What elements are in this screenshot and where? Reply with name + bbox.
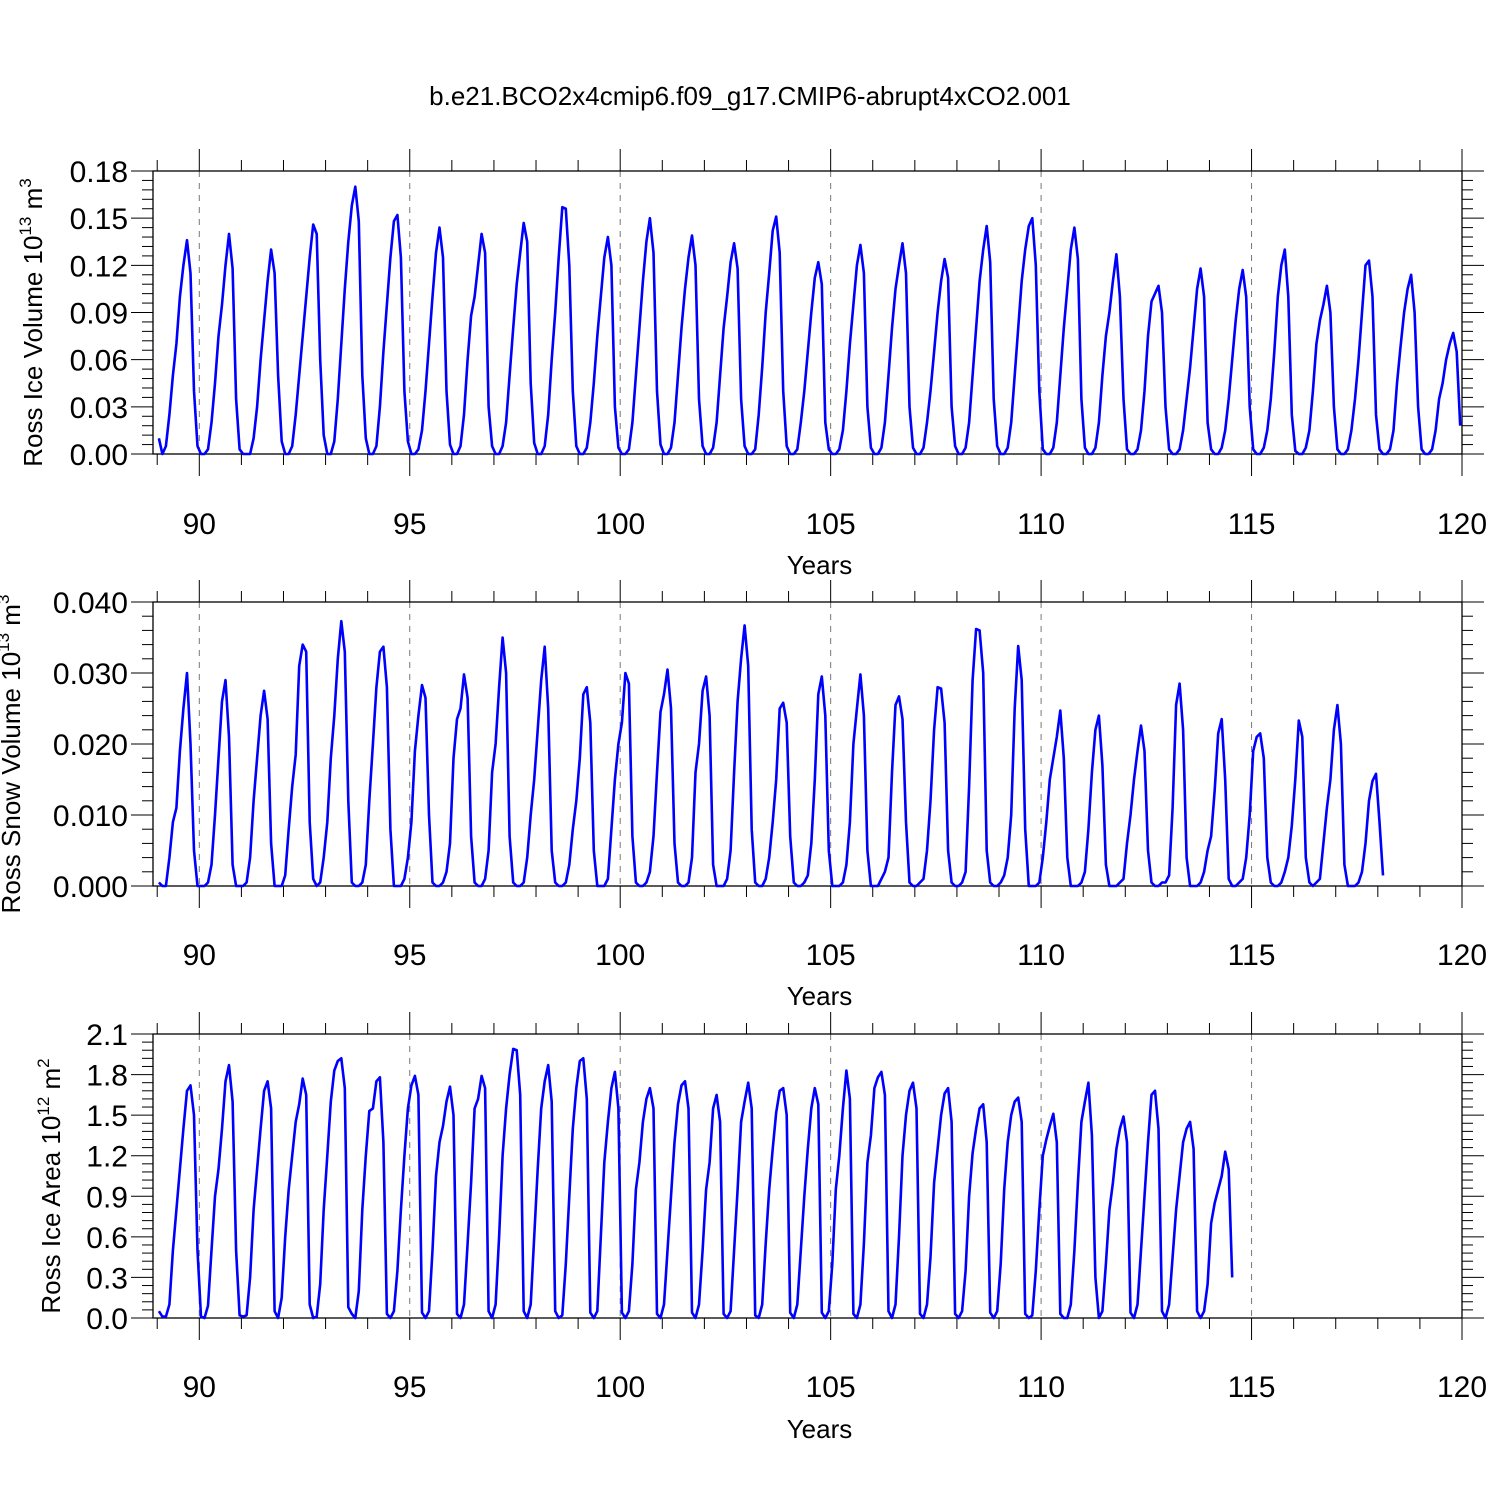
x-tick-label: 120 <box>1437 1371 1487 1404</box>
x-tick-label: 100 <box>595 1371 645 1404</box>
y-tick-label: 0.0 <box>86 1303 128 1336</box>
x-tick-label: 110 <box>1017 1371 1065 1404</box>
y-tick-label: 1.5 <box>86 1100 128 1133</box>
x-tick-label: 115 <box>1228 508 1276 541</box>
y-axis-title-unit: m <box>0 604 26 633</box>
y-axis-title-unit: m <box>36 1068 66 1097</box>
y-tick-label: 0.18 <box>70 156 128 189</box>
y-axis-title: Ross Ice Volume 1013 m3 <box>16 178 48 467</box>
x-tick-label: 110 <box>1017 939 1065 972</box>
y-axis-title-exponent: 13 <box>16 217 35 236</box>
plot-frame <box>152 170 1463 455</box>
y-tick-label: 0.9 <box>86 1181 128 1214</box>
x-tick-label: 115 <box>1228 939 1276 972</box>
series-line <box>157 1047 1234 1320</box>
x-tick-label: 105 <box>806 1371 856 1404</box>
y-tick-label: 1.2 <box>86 1141 128 1174</box>
y-tick-label: 0.00 <box>70 439 128 472</box>
x-tick-label: 90 <box>183 508 216 541</box>
y-axis-title-text: Ross Snow Volume 10 <box>0 652 26 914</box>
y-tick-label: 2.1 <box>86 1019 128 1052</box>
y-tick-label: 0.6 <box>86 1222 128 1255</box>
y-axis-title-unit: m <box>18 188 48 217</box>
y-tick-label: 0.020 <box>53 729 128 762</box>
x-axis-title: Years <box>787 550 853 580</box>
y-axis-title-text: Ross Ice Area 10 <box>36 1116 66 1314</box>
y-tick-label: 0.030 <box>53 658 128 691</box>
plot-frame <box>152 1033 1463 1319</box>
y-tick-label: 0.000 <box>53 871 128 904</box>
y-tick-label: 0.03 <box>70 392 128 425</box>
y-axis-title-exponent: 12 <box>34 1097 53 1116</box>
y-axis-title-unit-exponent: 2 <box>34 1058 53 1067</box>
y-tick-label: 0.010 <box>53 800 128 833</box>
x-tick-label: 115 <box>1228 1371 1276 1404</box>
x-tick-label: 95 <box>393 939 426 972</box>
y-tick-label: 1.8 <box>86 1060 128 1093</box>
y-axis-title-exponent: 13 <box>0 633 13 652</box>
x-axis-title: Years <box>787 1414 853 1444</box>
x-tick-label: 120 <box>1437 939 1487 972</box>
y-tick-label: 0.12 <box>70 250 128 283</box>
x-tick-label: 120 <box>1437 508 1487 541</box>
y-axis-title: Ross Snow Volume 1013 m3 <box>0 595 26 914</box>
x-tick-label: 90 <box>183 1371 216 1404</box>
x-tick-label: 95 <box>393 508 426 541</box>
panel-3: 90 95 100 105 110 115 120 Years 0.0 0.3 0.6 0.9 1.2 1… <box>34 1012 1487 1444</box>
x-tick-label: 90 <box>183 939 216 972</box>
panel-1: 90 95 100 105 110 115 120 Years 0.00 0.03 0.06 0.09… <box>16 149 1487 580</box>
y-tick-label: 0.040 <box>53 587 128 620</box>
x-tick-label: 100 <box>595 508 645 541</box>
y-tick-label: 0.15 <box>70 203 128 236</box>
x-tick-label: 110 <box>1017 508 1065 541</box>
series-line <box>157 185 1462 456</box>
x-tick-label: 95 <box>393 1371 426 1404</box>
chart-title: b.e21.BCO2x4cmip6.f09_g17.CMIP6-abrupt4x… <box>429 81 1071 111</box>
x-tick-label: 100 <box>595 939 645 972</box>
x-axis-title: Years <box>787 981 853 1011</box>
series-line <box>157 619 1385 888</box>
y-tick-label: 0.06 <box>70 345 128 378</box>
panel-2: 90 95 100 105 110 115 120 Years 0.000 0.010 0.020 0… <box>0 580 1487 1011</box>
x-tick-label: 105 <box>806 939 856 972</box>
y-axis-title-unit-exponent: 3 <box>16 178 35 187</box>
y-axis-title: Ross Ice Area 1012 m2 <box>34 1058 66 1313</box>
y-axis-title-unit-exponent: 3 <box>0 595 13 604</box>
y-tick-label: 0.09 <box>70 298 128 331</box>
y-axis-title-text: Ross Ice Volume 10 <box>18 236 48 467</box>
x-tick-label: 105 <box>806 508 856 541</box>
y-tick-label: 0.3 <box>86 1262 128 1295</box>
